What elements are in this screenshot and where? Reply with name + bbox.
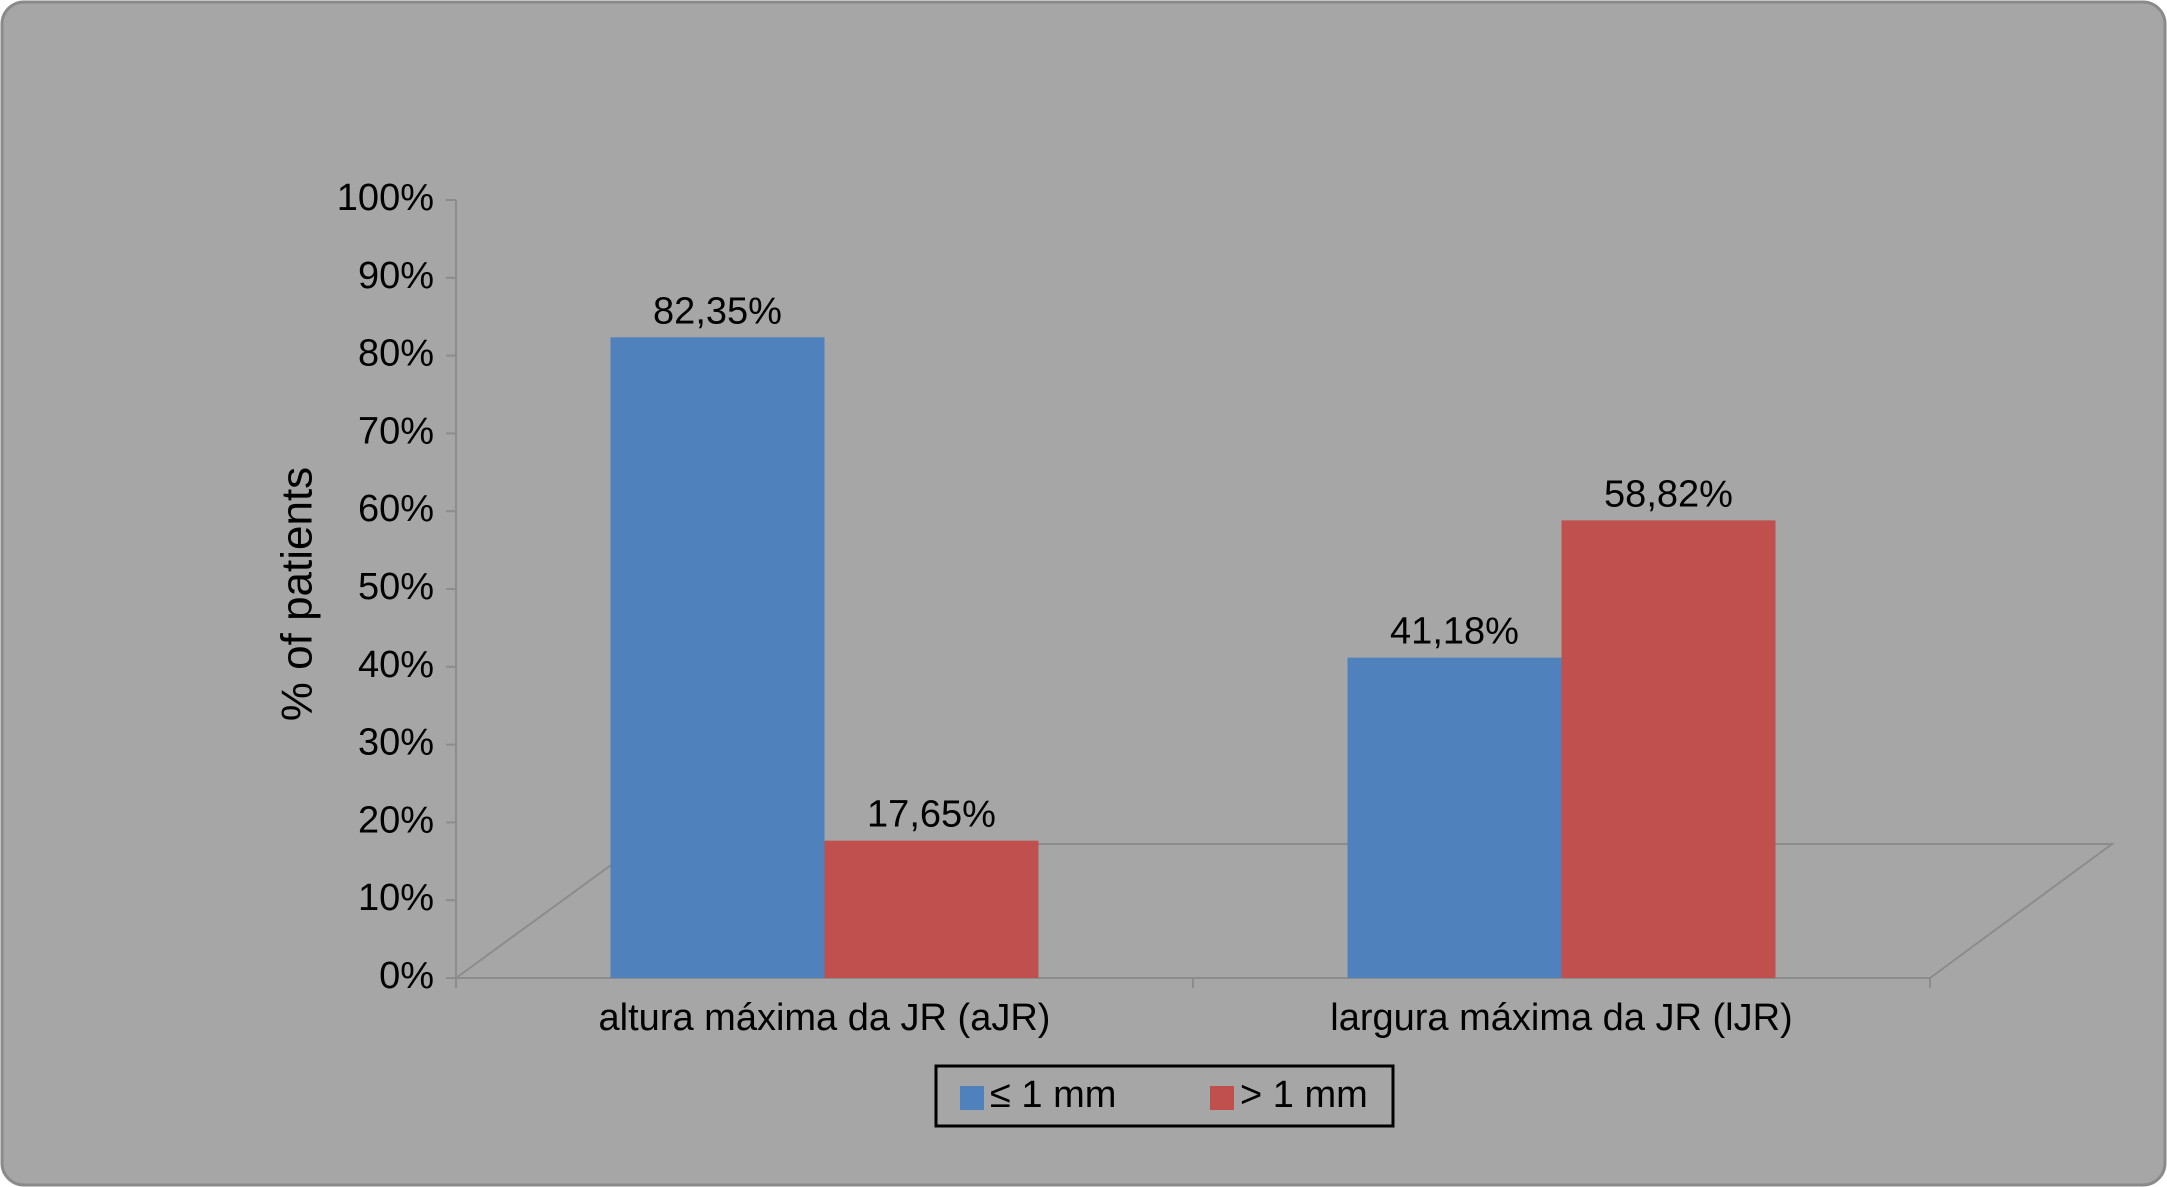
y-tick-label: 50% [358,566,434,608]
legend-label: > 1 mm [1240,1074,1368,1116]
x-tick-label: altura máxima da JR (aJR) [599,997,1051,1039]
y-tick-label: 90% [358,255,434,297]
legend-label: ≤ 1 mm [990,1074,1116,1116]
y-tick-label: 40% [358,644,434,686]
bar [824,840,1039,978]
y-tick-label: 20% [358,799,434,841]
bar [1561,520,1776,978]
y-tick-label: 100% [337,177,434,219]
y-tick-label: 0% [379,955,434,997]
x-tick-label: largura máxima da JR (lJR) [1330,997,1792,1039]
data-label: 58,82% [1604,473,1733,515]
bar [1347,657,1562,978]
y-tick-label: 80% [358,333,434,375]
legend [934,1064,1395,1128]
legend-swatch [960,1086,984,1110]
y-axis-label: % of patients [273,467,322,721]
legend-swatch [1210,1086,1234,1110]
data-label: 17,65% [867,794,996,836]
y-tick-label: 10% [358,877,434,919]
y-tick-label: 60% [358,488,434,530]
y-tick-label: 30% [358,722,434,764]
data-label: 82,35% [653,290,782,332]
bar [610,337,825,978]
data-label: 41,18% [1390,611,1519,653]
y-tick-label: 70% [358,410,434,452]
